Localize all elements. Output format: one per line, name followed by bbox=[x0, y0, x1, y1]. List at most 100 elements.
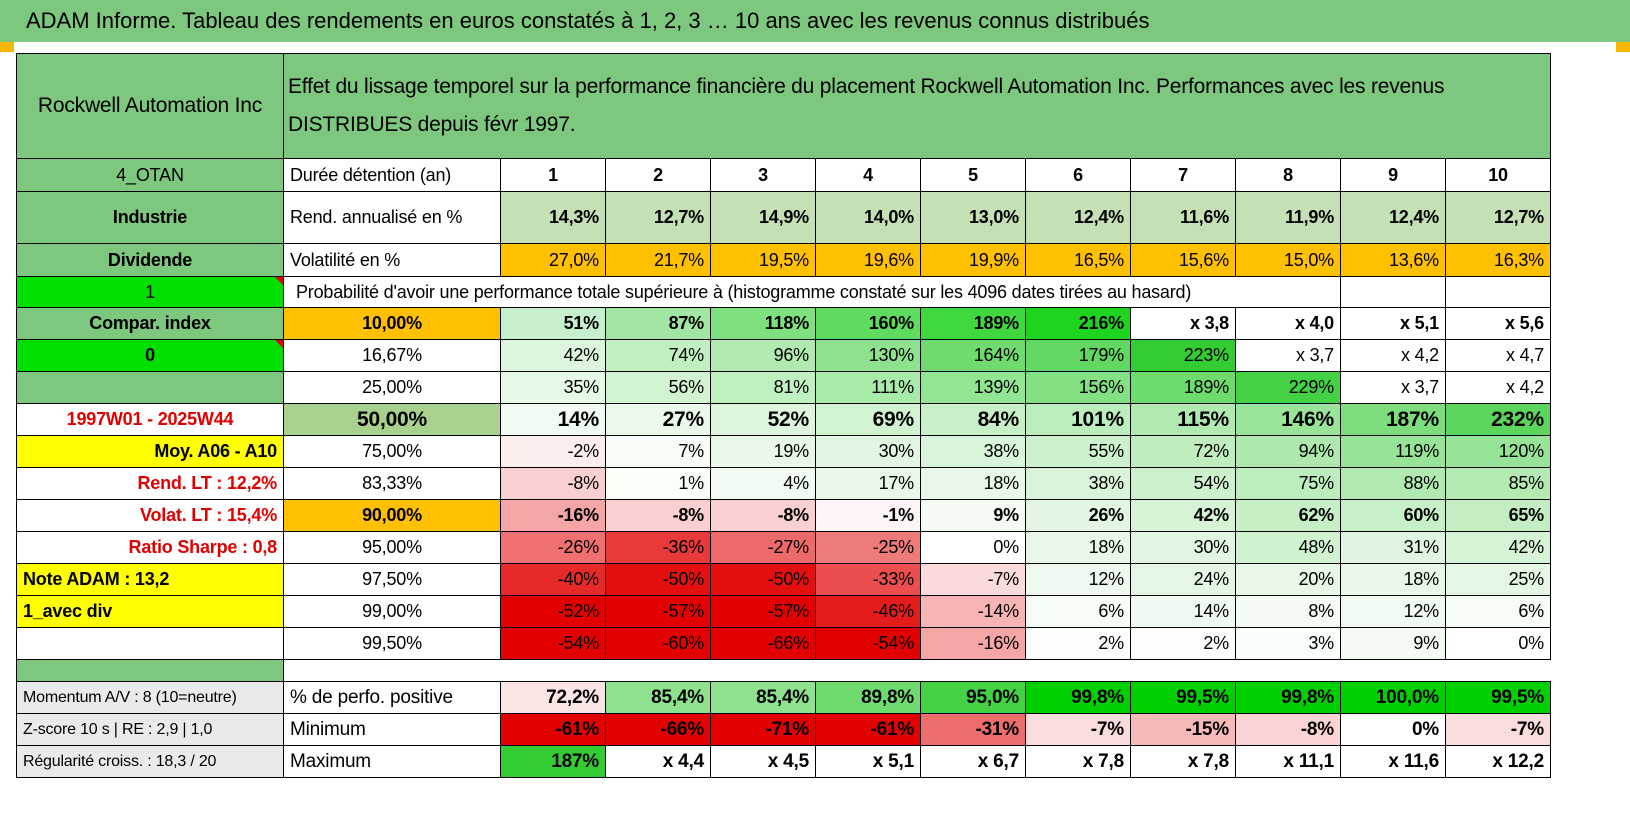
probability-value-cell: 96% bbox=[710, 339, 816, 372]
probability-value-cell: 156% bbox=[1025, 371, 1131, 404]
long-term-volatility: Volat. LT : 15,4% bbox=[16, 499, 284, 532]
info-left-label: 4_OTAN bbox=[16, 158, 284, 192]
statistics-value-cell: 72,2% bbox=[500, 681, 606, 714]
probability-value-cell: 232% bbox=[1445, 403, 1551, 436]
statistics-left-label: Z-score 10 s | RE : 2,9 | 1,0 bbox=[16, 713, 284, 746]
probability-value-cell: 118% bbox=[710, 307, 816, 340]
quantile-row: 25,00% 35% 56% 81% 111% 139% 156% 189% 229% x 3,7… bbox=[16, 371, 1551, 404]
probability-value-cell: 9% bbox=[920, 499, 1026, 532]
probability-value-cell: -50% bbox=[605, 563, 711, 596]
probability-value-cell: 223% bbox=[1130, 339, 1236, 372]
separator-blank bbox=[283, 659, 1551, 682]
info-left-label: Dividende bbox=[16, 243, 284, 277]
probability-value-cell: 0% bbox=[920, 531, 1026, 564]
probability-value-cell: 75% bbox=[1235, 467, 1341, 500]
probability-value-cell: -57% bbox=[710, 595, 816, 628]
info-value-cell: 1 bbox=[500, 158, 606, 192]
probability-value-cell: 60% bbox=[1340, 499, 1446, 532]
probability-value-cell: 72% bbox=[1130, 435, 1236, 468]
probability-value-cell: -54% bbox=[500, 627, 606, 660]
quantile-row: Moy. A06 - A10 75,00% -2% 7% 19% 30% 38% 55% 72%… bbox=[16, 435, 1551, 468]
probability-value-cell: 52% bbox=[710, 403, 816, 436]
info-value-cell: 9 bbox=[1340, 158, 1446, 192]
long-term-return: Rend. LT : 12,2% bbox=[16, 467, 284, 500]
statistics-row-label: Minimum bbox=[283, 713, 501, 746]
info-value-cell: 5 bbox=[920, 158, 1026, 192]
info-value-cell: 13,6% bbox=[1340, 243, 1446, 277]
separator-left bbox=[16, 659, 284, 682]
info-value-cell: 12,7% bbox=[605, 191, 711, 244]
statistics-value-cell: x 7,8 bbox=[1025, 745, 1131, 778]
statistics-value-cell: 99,5% bbox=[1130, 681, 1236, 714]
statistics-value-cell: -61% bbox=[500, 713, 606, 746]
info-value-cell: 12,7% bbox=[1445, 191, 1551, 244]
probability-value-cell: -50% bbox=[710, 563, 816, 596]
statistics-row-label: Maximum bbox=[283, 745, 501, 778]
probability-value-cell: 6% bbox=[1445, 595, 1551, 628]
probability-value-cell: 30% bbox=[1130, 531, 1236, 564]
info-value-cell: 3 bbox=[710, 158, 816, 192]
probability-value-cell: 56% bbox=[605, 371, 711, 404]
statistics-row: Momentum A/V : 8 (10=neutre)% de perfo. … bbox=[16, 681, 1551, 714]
probability-value-cell: 12% bbox=[1025, 563, 1131, 596]
statistics-value-cell: 99,8% bbox=[1025, 681, 1131, 714]
info-value-cell: 4 bbox=[815, 158, 921, 192]
probability-value-cell: 179% bbox=[1025, 339, 1131, 372]
probability-value-cell: 216% bbox=[1025, 307, 1131, 340]
info-value-cell: 2 bbox=[605, 158, 711, 192]
index-selector: 1 bbox=[16, 276, 284, 308]
probability-value-cell: -46% bbox=[815, 595, 921, 628]
probability-value-cell: -16% bbox=[920, 627, 1026, 660]
probability-value-cell: 74% bbox=[605, 339, 711, 372]
corner-marker-right bbox=[1616, 42, 1630, 52]
probability-value-cell: -33% bbox=[815, 563, 921, 596]
probability-value-cell: 14% bbox=[1130, 595, 1236, 628]
info-value-cell: 10 bbox=[1445, 158, 1551, 192]
statistics-value-cell: -7% bbox=[1025, 713, 1131, 746]
probability-value-cell: x 3,7 bbox=[1340, 371, 1446, 404]
statistics-value-cell: x 7,8 bbox=[1130, 745, 1236, 778]
probability-value-cell: 81% bbox=[710, 371, 816, 404]
probability-value-cell: -52% bbox=[500, 595, 606, 628]
probability-value-cell: 12% bbox=[1340, 595, 1446, 628]
probability-value-cell: x 4,0 bbox=[1235, 307, 1341, 340]
probability-value-cell: 6% bbox=[1025, 595, 1131, 628]
percentile-label: 16,67% bbox=[283, 339, 501, 372]
quantile-row: Ratio Sharpe : 0,8 95,00% -26% -36% -27% -25%… bbox=[16, 531, 1551, 564]
info-value-cell: 14,3% bbox=[500, 191, 606, 244]
corner-marker-left bbox=[0, 42, 14, 52]
statistics-value-cell: x 11,6 bbox=[1340, 745, 1446, 778]
info-value-cell: 11,6% bbox=[1130, 191, 1236, 244]
probability-value-cell: 30% bbox=[815, 435, 921, 468]
blank-left-cell bbox=[16, 627, 284, 660]
probability-value-cell: 111% bbox=[815, 371, 921, 404]
quantile-row: 0 16,67% 42% 74% 96% 130% 164% 179% 223% x 3,7 x 4… bbox=[16, 339, 1551, 372]
percentile-label: 50,00% bbox=[283, 403, 501, 436]
probability-value-cell: 4% bbox=[710, 467, 816, 500]
statistics-value-cell: 85,4% bbox=[710, 681, 816, 714]
info-value-cell: 12,4% bbox=[1025, 191, 1131, 244]
percentile-label: 10,00% bbox=[283, 307, 501, 340]
comparison-index-label: Compar. index bbox=[16, 307, 284, 340]
probability-value-cell: -26% bbox=[500, 531, 606, 564]
quantile-row: Rend. LT : 12,2% 83,33% -8% 1% 4% 17% 18% 38% 54… bbox=[16, 467, 1551, 500]
probability-value-cell: 26% bbox=[1025, 499, 1131, 532]
statistics-value-cell: x 5,1 bbox=[815, 745, 921, 778]
statistics-left-label: Régularité croiss. : 18,3 / 20 bbox=[16, 745, 284, 778]
quantile-row: 99,50% -54% -60% -66% -54% -16% 2% 2% 3% 9% 0% bbox=[16, 627, 1551, 660]
info-value-cell: 16,3% bbox=[1445, 243, 1551, 277]
probability-value-cell: 88% bbox=[1340, 467, 1446, 500]
probability-value-cell: 84% bbox=[920, 403, 1026, 436]
info-value-cell: 14,9% bbox=[710, 191, 816, 244]
period-range: 1997W01 - 2025W44 bbox=[16, 403, 284, 436]
statistics-value-cell: 89,8% bbox=[815, 681, 921, 714]
probability-value-cell: 18% bbox=[920, 467, 1026, 500]
info-value-cell: 7 bbox=[1130, 158, 1236, 192]
probability-value-cell: -66% bbox=[710, 627, 816, 660]
dividend-mode: 1_avec div bbox=[16, 595, 284, 628]
probability-value-cell: -2% bbox=[500, 435, 606, 468]
probability-row: 1 Probabilité d'avoir une performance tot… bbox=[16, 276, 1551, 308]
probability-value-cell: 51% bbox=[500, 307, 606, 340]
probability-value-cell: -1% bbox=[815, 499, 921, 532]
statistics-value-cell: 100,0% bbox=[1340, 681, 1446, 714]
